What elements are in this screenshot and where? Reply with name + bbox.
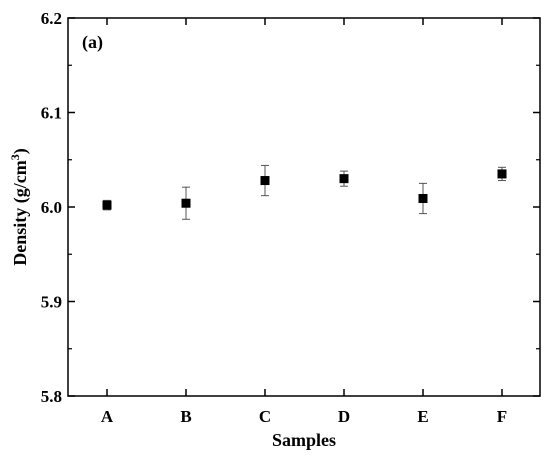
y-axis-title: Density (g/cm3) (8, 148, 31, 265)
data-point-E (418, 182, 428, 215)
x-axis: A B C D E F (101, 18, 507, 426)
x-tick-label: B (180, 407, 191, 426)
data-series (102, 164, 507, 220)
data-point-F (497, 166, 507, 182)
panel-label: (a) (82, 32, 103, 53)
y-tick-label: 5.9 (41, 293, 62, 312)
square-marker (260, 176, 270, 186)
data-point-D (339, 170, 349, 187)
y-tick-label: 6.0 (41, 198, 62, 217)
y-axis-title-superscript: 3 (8, 154, 22, 160)
y-axis: 5.8 5.9 6.0 6.1 6.2 (41, 9, 540, 406)
x-tick-label: E (417, 407, 428, 426)
x-axis-title: Samples (272, 430, 336, 450)
square-marker (102, 200, 112, 210)
data-point-A (102, 199, 112, 211)
x-tick-label: A (101, 407, 114, 426)
y-axis-title-main: Density (g/cm (10, 160, 31, 265)
y-tick-label: 6.2 (41, 9, 62, 28)
square-marker (418, 193, 428, 203)
y-tick-label: 6.1 (41, 104, 62, 123)
x-tick-label: D (338, 407, 350, 426)
x-tick-label: F (497, 407, 507, 426)
plot-frame (67, 17, 541, 397)
data-point-C (260, 164, 270, 197)
y-tick-label: 5.8 (41, 387, 62, 406)
square-marker (339, 174, 349, 184)
data-point-B (181, 186, 191, 220)
square-marker (497, 169, 507, 179)
square-marker (181, 198, 191, 208)
x-tick-label: C (259, 407, 271, 426)
y-axis-title-close: ) (10, 148, 31, 154)
